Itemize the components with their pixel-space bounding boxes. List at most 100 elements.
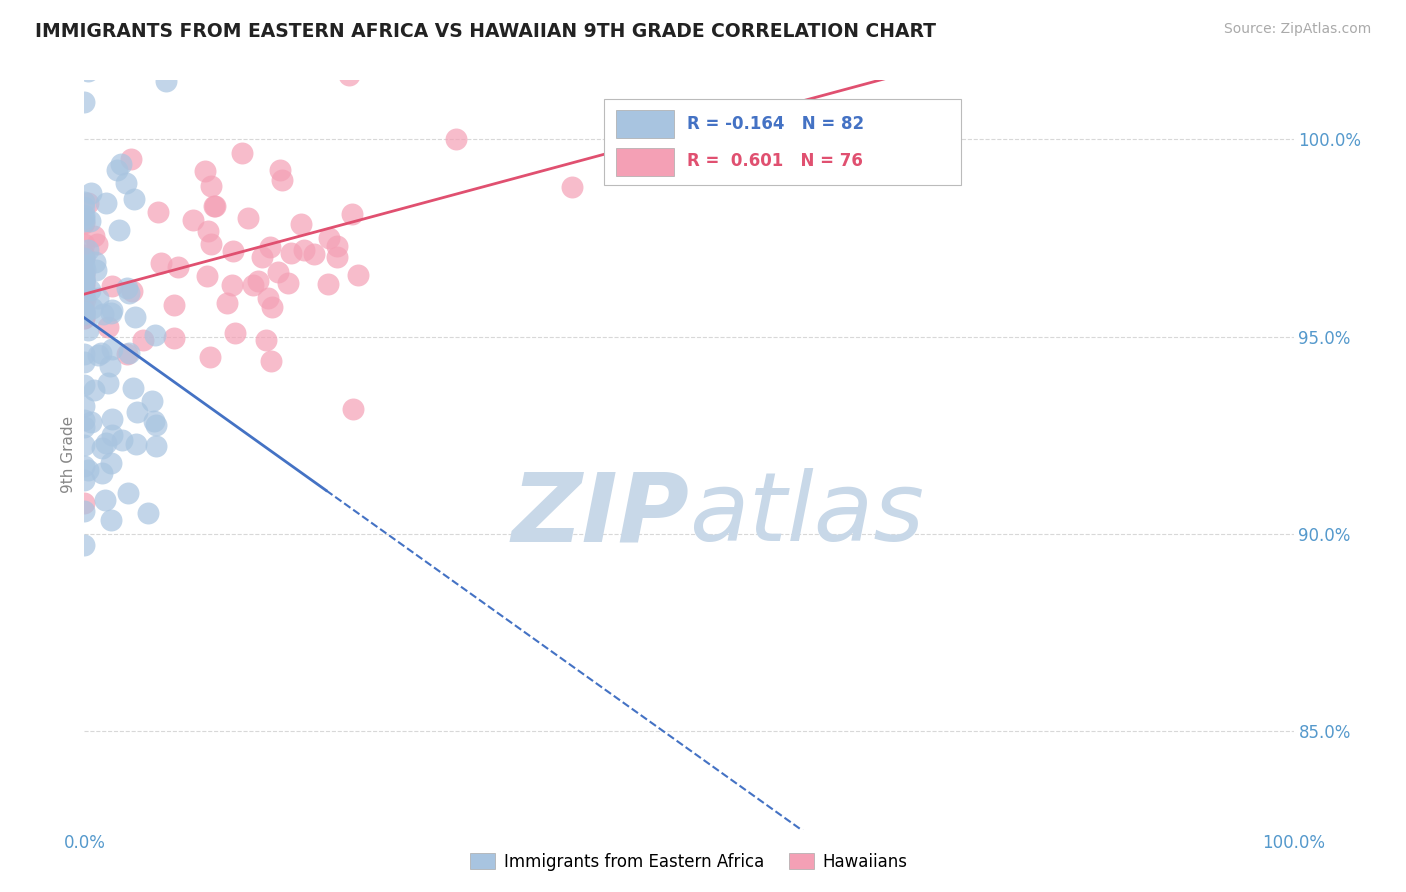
Point — [73, 274, 96, 288]
Point — [117, 485, 139, 500]
Point — [91, 467, 114, 481]
Point — [224, 326, 246, 340]
Point — [318, 231, 340, 245]
Point — [83, 229, 105, 244]
Point — [73, 252, 96, 266]
Point — [125, 437, 148, 451]
Point — [200, 236, 222, 251]
Point — [364, 39, 387, 54]
Text: atlas: atlas — [689, 468, 924, 561]
Point — [90, 346, 112, 360]
Point — [145, 439, 167, 453]
Legend: Immigrants from Eastern Africa, Hawaiians: Immigrants from Eastern Africa, Hawaiian… — [464, 847, 914, 878]
Point — [195, 268, 218, 283]
Point — [91, 441, 114, 455]
Point — [73, 269, 96, 284]
Point — [124, 310, 146, 325]
Point — [148, 205, 170, 219]
Point — [111, 433, 134, 447]
Point — [73, 200, 96, 214]
Point — [145, 418, 167, 433]
Point — [200, 178, 222, 193]
Point — [647, 154, 669, 169]
Point — [82, 301, 104, 315]
Point — [267, 265, 290, 279]
Point — [73, 285, 96, 299]
Point — [98, 359, 121, 373]
Point — [269, 163, 291, 178]
Point — [259, 240, 281, 254]
Point — [73, 412, 96, 426]
Point — [86, 291, 108, 305]
Point — [73, 211, 96, 226]
Point — [79, 415, 101, 429]
Point — [73, 57, 96, 71]
Point — [163, 330, 186, 344]
Point — [121, 284, 143, 298]
Point — [73, 306, 96, 320]
Point — [222, 244, 245, 258]
Point — [83, 384, 105, 398]
Point — [118, 345, 141, 359]
Point — [73, 273, 96, 287]
Point — [101, 412, 124, 426]
Point — [86, 237, 108, 252]
Point — [73, 347, 96, 361]
FancyBboxPatch shape — [616, 110, 675, 138]
Point — [76, 463, 98, 477]
Point — [73, 496, 96, 510]
Point — [87, 348, 110, 362]
Point — [197, 224, 219, 238]
Point — [73, 305, 96, 319]
Point — [100, 456, 122, 470]
FancyBboxPatch shape — [605, 99, 962, 186]
Point — [73, 377, 96, 392]
Point — [73, 263, 96, 277]
Point — [73, 310, 96, 325]
Point — [100, 305, 122, 319]
Point — [80, 186, 103, 201]
Point — [114, 176, 136, 190]
Point — [325, 250, 347, 264]
Point — [105, 162, 128, 177]
Point — [77, 244, 100, 258]
Point — [73, 292, 96, 306]
Point — [150, 256, 173, 270]
Point — [73, 236, 96, 251]
Text: R =  0.601   N = 76: R = 0.601 N = 76 — [686, 153, 862, 170]
Point — [73, 308, 96, 322]
Point — [115, 280, 138, 294]
Point — [73, 420, 96, 434]
Point — [73, 399, 96, 413]
Point — [73, 284, 96, 298]
Point — [155, 74, 177, 88]
Point — [302, 247, 325, 261]
Point — [484, 41, 506, 55]
Point — [73, 266, 96, 280]
Point — [73, 305, 96, 319]
Point — [292, 243, 315, 257]
Point — [250, 251, 273, 265]
Point — [73, 355, 96, 369]
Point — [262, 301, 284, 315]
Point — [73, 258, 96, 272]
Y-axis label: 9th Grade: 9th Grade — [60, 417, 76, 493]
Point — [290, 217, 312, 231]
Point — [236, 211, 259, 226]
Point — [77, 64, 100, 78]
Point — [73, 538, 96, 552]
Point — [202, 199, 225, 213]
Point — [77, 323, 100, 337]
Point — [260, 354, 283, 368]
Point — [73, 285, 96, 299]
Point — [117, 347, 139, 361]
Point — [166, 260, 188, 274]
Point — [101, 279, 124, 293]
Point — [221, 277, 243, 292]
Point — [316, 277, 339, 292]
Point — [143, 414, 166, 428]
Text: ZIP: ZIP — [510, 468, 689, 561]
Point — [83, 255, 105, 269]
Point — [277, 276, 299, 290]
Point — [100, 513, 122, 527]
